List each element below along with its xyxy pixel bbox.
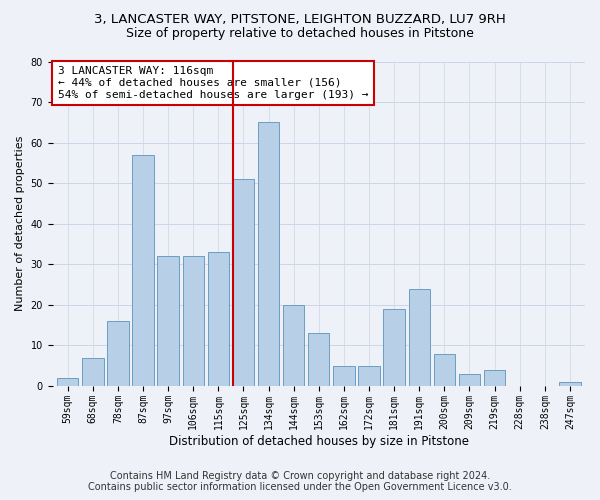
- Bar: [459, 374, 480, 386]
- Bar: [358, 366, 380, 386]
- Bar: [133, 155, 154, 386]
- Bar: [107, 321, 128, 386]
- Bar: [258, 122, 279, 386]
- Bar: [208, 252, 229, 386]
- Bar: [409, 288, 430, 386]
- Bar: [434, 354, 455, 386]
- Y-axis label: Number of detached properties: Number of detached properties: [15, 136, 25, 312]
- X-axis label: Distribution of detached houses by size in Pitstone: Distribution of detached houses by size …: [169, 434, 469, 448]
- Text: 3, LANCASTER WAY, PITSTONE, LEIGHTON BUZZARD, LU7 9RH: 3, LANCASTER WAY, PITSTONE, LEIGHTON BUZ…: [94, 12, 506, 26]
- Bar: [233, 179, 254, 386]
- Bar: [157, 256, 179, 386]
- Bar: [82, 358, 104, 386]
- Text: 3 LANCASTER WAY: 116sqm
← 44% of detached houses are smaller (156)
54% of semi-d: 3 LANCASTER WAY: 116sqm ← 44% of detache…: [58, 66, 368, 100]
- Bar: [484, 370, 505, 386]
- Text: Size of property relative to detached houses in Pitstone: Size of property relative to detached ho…: [126, 28, 474, 40]
- Bar: [57, 378, 79, 386]
- Bar: [559, 382, 581, 386]
- Bar: [333, 366, 355, 386]
- Bar: [383, 309, 405, 386]
- Text: Contains HM Land Registry data © Crown copyright and database right 2024.
Contai: Contains HM Land Registry data © Crown c…: [88, 471, 512, 492]
- Bar: [308, 334, 329, 386]
- Bar: [182, 256, 204, 386]
- Bar: [283, 305, 304, 386]
